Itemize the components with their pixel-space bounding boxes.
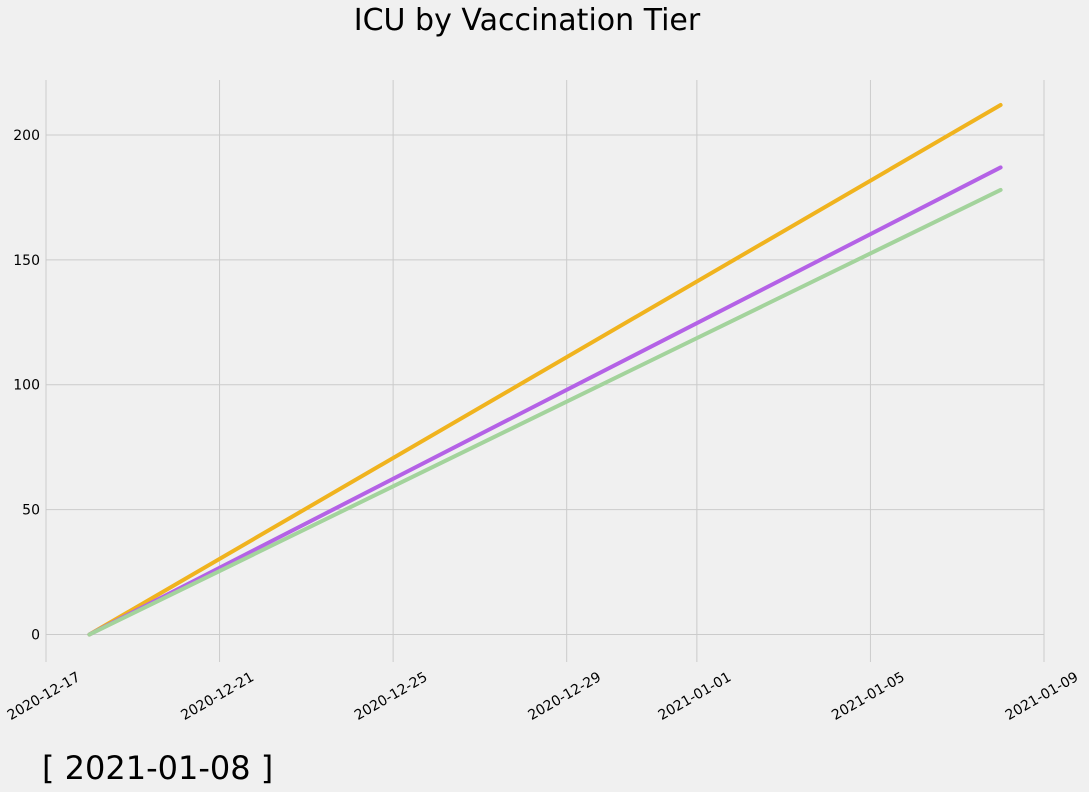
series-lines — [87, 102, 1003, 637]
y-tick-label: 150 — [13, 253, 40, 269]
series-line — [87, 187, 1003, 637]
y-tick-label: 50 — [22, 503, 40, 519]
x-tick-label: 2021-01-09 — [1003, 669, 1081, 724]
date-annotation: [ 2021-01-08 ] — [42, 749, 273, 787]
y-tick-label: 100 — [13, 378, 40, 394]
x-axis-ticks: 2020-12-17 2020-12-21 2020-12-25 2020-12-29… — [5, 669, 1081, 724]
chart-title: ICU by Vaccination Tier — [354, 3, 701, 38]
grid — [45, 80, 1045, 662]
x-tick-label: 2021-01-05 — [829, 669, 907, 724]
y-tick-label: 0 — [31, 628, 40, 644]
x-tick-label: 2020-12-25 — [352, 669, 430, 724]
x-tick-label: 2020-12-21 — [178, 669, 256, 724]
x-tick-label: 2021-01-01 — [656, 669, 734, 724]
y-axis-ticks: 0 50 100 150 200 — [13, 128, 40, 644]
x-tick-label: 2020-12-29 — [525, 669, 603, 724]
series-line — [87, 165, 1003, 637]
series-line — [87, 102, 1003, 637]
y-tick-label: 200 — [13, 128, 40, 144]
x-tick-label: 2020-12-17 — [5, 669, 83, 724]
